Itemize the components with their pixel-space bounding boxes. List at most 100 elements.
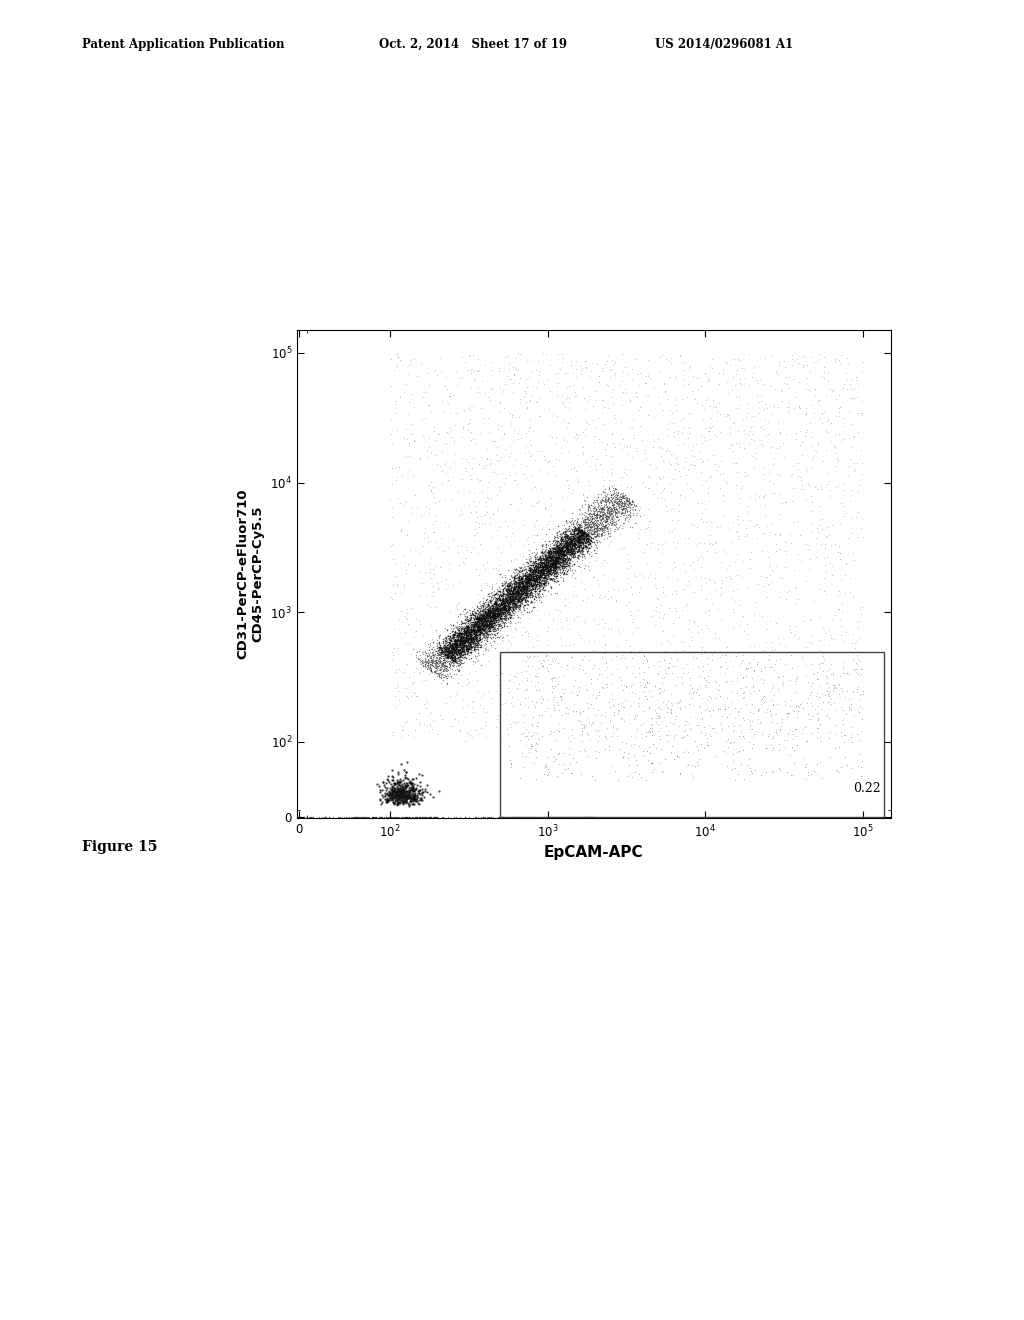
- Point: [462, 614, 478, 635]
- Point: [548, 807, 564, 828]
- Point: [563, 531, 580, 552]
- Point: [624, 517, 640, 539]
- Point: [521, 577, 538, 598]
- Point: [519, 586, 536, 607]
- Point: [495, 590, 511, 611]
- Point: [499, 576, 515, 597]
- Point: [394, 779, 411, 800]
- Point: [378, 774, 394, 795]
- Point: [594, 504, 610, 525]
- Point: [547, 598, 563, 619]
- Point: [457, 635, 473, 656]
- Point: [574, 590, 591, 611]
- Point: [465, 614, 481, 635]
- Point: [638, 647, 654, 668]
- Point: [557, 539, 573, 560]
- Point: [472, 607, 488, 628]
- Point: [497, 597, 513, 618]
- Point: [495, 585, 511, 606]
- Point: [583, 807, 599, 828]
- Point: [597, 512, 613, 533]
- Point: [578, 525, 594, 546]
- Point: [395, 791, 412, 812]
- Point: [593, 523, 609, 544]
- Point: [791, 372, 807, 393]
- Point: [471, 605, 487, 626]
- Point: [564, 520, 581, 541]
- Point: [497, 593, 513, 614]
- Point: [317, 807, 334, 828]
- Point: [447, 651, 464, 672]
- Point: [458, 635, 474, 656]
- Point: [539, 545, 555, 566]
- Point: [602, 503, 618, 524]
- Point: [817, 623, 834, 644]
- Point: [388, 791, 404, 812]
- Point: [720, 381, 736, 403]
- Point: [526, 587, 543, 609]
- Point: [531, 573, 548, 594]
- Point: [460, 643, 476, 664]
- Point: [731, 614, 748, 635]
- Point: [450, 624, 466, 645]
- Point: [603, 508, 620, 529]
- Point: [591, 525, 607, 546]
- Point: [756, 523, 772, 544]
- Point: [762, 521, 778, 543]
- Point: [394, 783, 411, 804]
- Point: [500, 677, 516, 698]
- Point: [435, 807, 452, 828]
- Point: [672, 692, 688, 713]
- Point: [567, 527, 584, 548]
- Point: [550, 541, 566, 562]
- Point: [511, 583, 527, 605]
- Point: [517, 569, 534, 590]
- Point: [436, 638, 453, 659]
- Point: [558, 537, 574, 558]
- Point: [514, 565, 530, 586]
- Point: [440, 634, 457, 655]
- Point: [569, 520, 586, 541]
- Point: [407, 807, 423, 828]
- Point: [644, 708, 660, 729]
- Point: [579, 523, 595, 544]
- Point: [420, 645, 436, 667]
- Point: [485, 616, 502, 638]
- Point: [430, 663, 446, 684]
- Point: [605, 483, 622, 504]
- Point: [800, 807, 816, 828]
- Point: [499, 582, 515, 603]
- Point: [485, 607, 502, 628]
- Point: [563, 807, 580, 828]
- Point: [559, 539, 575, 560]
- Point: [447, 647, 464, 668]
- Point: [560, 533, 577, 554]
- Point: [583, 807, 599, 828]
- Point: [583, 510, 599, 531]
- Point: [528, 524, 545, 545]
- Point: [539, 562, 555, 583]
- Point: [477, 603, 494, 624]
- Point: [545, 550, 561, 572]
- Point: [494, 603, 510, 624]
- Point: [554, 552, 570, 573]
- Point: [566, 537, 583, 558]
- Point: [548, 541, 564, 562]
- Point: [542, 541, 558, 562]
- Point: [520, 568, 537, 589]
- Point: [479, 605, 496, 626]
- Point: [558, 558, 574, 579]
- Point: [466, 619, 482, 640]
- Point: [483, 610, 500, 631]
- Point: [447, 638, 464, 659]
- Point: [483, 607, 500, 628]
- Point: [674, 672, 690, 693]
- Point: [585, 491, 601, 512]
- Point: [435, 649, 452, 671]
- Point: [465, 615, 481, 636]
- Point: [776, 540, 793, 561]
- Point: [501, 603, 517, 624]
- Point: [656, 374, 673, 395]
- Point: [481, 605, 498, 626]
- Point: [510, 590, 526, 611]
